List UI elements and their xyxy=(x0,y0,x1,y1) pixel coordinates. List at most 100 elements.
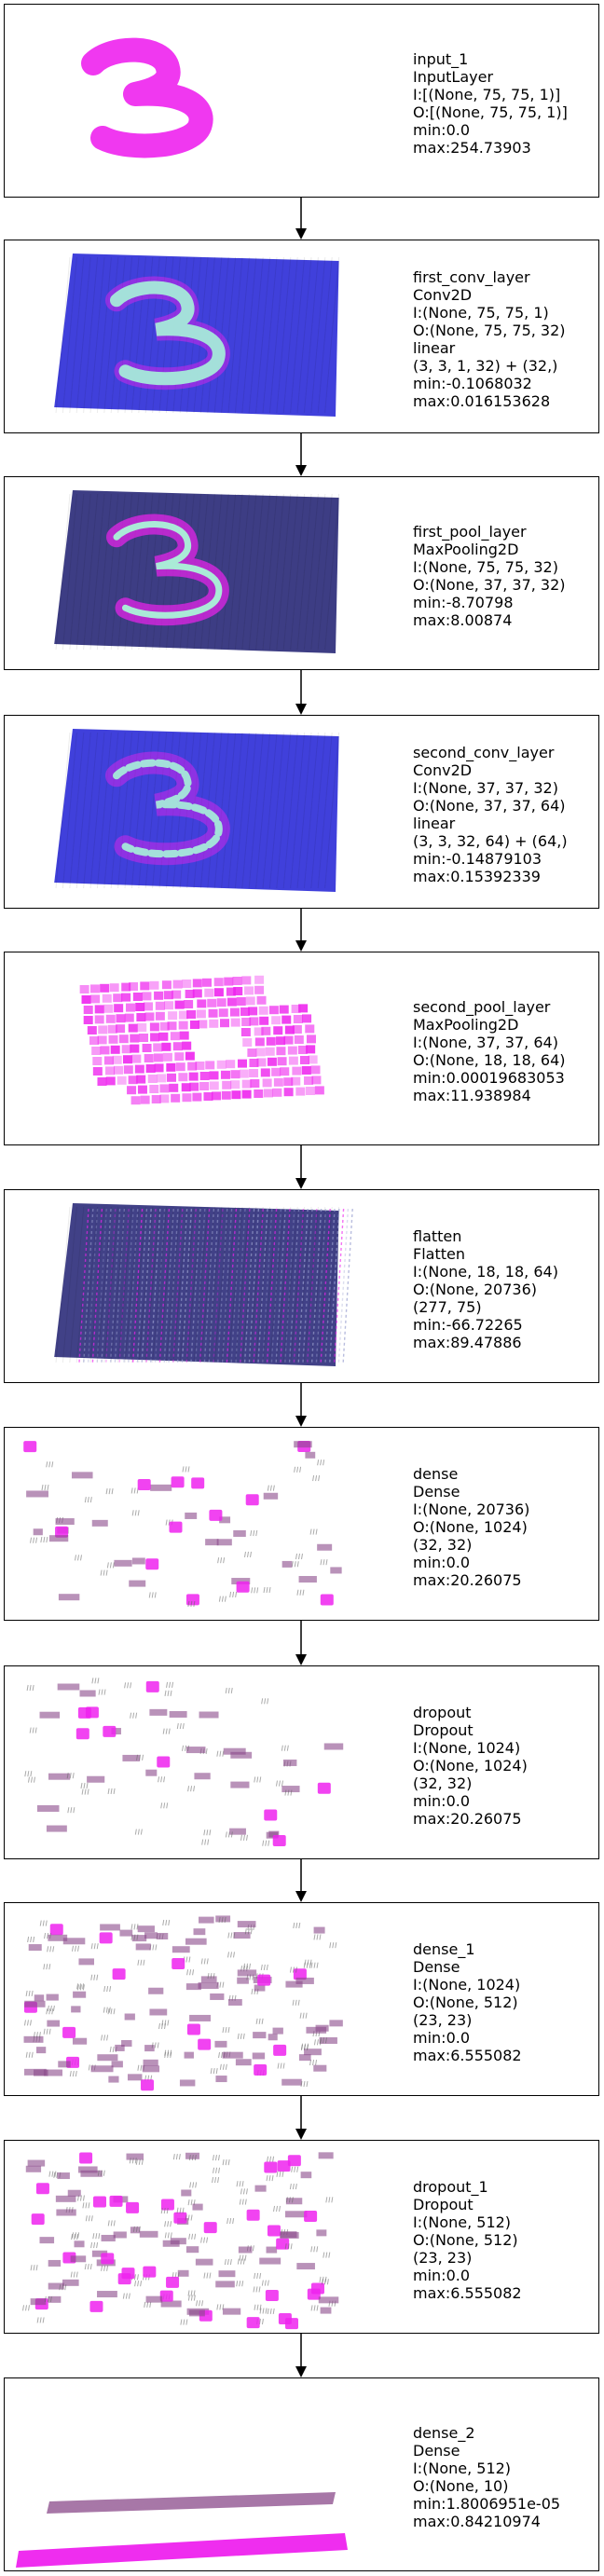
layer-info: dense Dense I:(None, 20736) O:(None, 1024)(… xyxy=(413,1465,529,1589)
layer-name: dense_2 xyxy=(413,2424,475,2442)
layer-visualization xyxy=(79,975,324,1105)
layer-detail: min:0.0 xyxy=(413,1792,471,1810)
layer-detail: max:8.00874 xyxy=(413,611,513,629)
layer-detail: (3, 3, 32, 64) + (64,) xyxy=(413,832,568,850)
layer-box-first-pool-layer: first_pool_layer MaxPooling2D I:(None, 75,… xyxy=(4,476,599,670)
layer-detail: I:(None, 512) xyxy=(413,2460,512,2477)
arrow-head xyxy=(295,940,307,952)
layer-detail: min:0.0 xyxy=(413,2029,471,2047)
layer-box-dropout-1: dropout_1 Dropout I:(None, 512) O:(None, 51… xyxy=(4,2140,599,2334)
layer-detail: min:1.8006951e-05 xyxy=(413,2495,561,2513)
layer-detail: (23, 23) xyxy=(413,2249,473,2267)
layer-detail: (32, 32) xyxy=(413,1536,473,1554)
layer-detail: min:0.0 xyxy=(413,121,471,139)
layer-visualization xyxy=(81,37,213,158)
layer-detail: O:(None, 1024) xyxy=(413,1757,528,1774)
layer-name: flatten xyxy=(413,1227,462,1245)
layer-detail: I:(None, 75, 75, 32) xyxy=(413,558,558,576)
layer-name: dropout_1 xyxy=(413,2178,488,2196)
layer-info: second_pool_layer MaxPooling2D I:(None, 37… xyxy=(413,998,566,1104)
layer-visualization xyxy=(54,253,340,417)
layer-detail: O:(None, 37, 37, 64) xyxy=(413,797,566,815)
layer-type: Dropout xyxy=(413,2196,474,2213)
layer-type: MaxPooling2D xyxy=(413,541,519,558)
layer-info: first_pool_layer MaxPooling2D I:(None, 75,… xyxy=(413,523,566,629)
arrow-head xyxy=(295,1891,307,1902)
layer-box-dense: dense Dense I:(None, 20736) O:(None, 1024)(… xyxy=(4,1427,599,1621)
layer-name: second_conv_layer xyxy=(413,744,555,761)
layer-detail: max:0.016153628 xyxy=(413,392,551,410)
layer-detail: max:20.26075 xyxy=(413,1810,522,1828)
layer-detail: max:6.555082 xyxy=(413,2284,522,2302)
layer-detail: min:-0.1068032 xyxy=(413,375,532,392)
layer-info: dropout Dropout I:(None, 1024) O:(None, 102… xyxy=(413,1704,528,1828)
layer-type: Dense xyxy=(413,1483,460,1500)
layer-name: second_pool_layer xyxy=(413,998,551,1016)
layer-detail: O:(None, 512) xyxy=(413,1994,518,2011)
layer-detail: O:(None, 20736) xyxy=(413,1281,537,1298)
layer-detail: (3, 3, 1, 32) + (32,) xyxy=(413,357,558,375)
layer-type: Dense xyxy=(413,1958,460,1976)
layer-info: dense_2 Dense I:(None, 512) O:(None, 10) min… xyxy=(413,2424,560,2530)
layer-detail: max:0.84210974 xyxy=(413,2513,541,2530)
layer-visualization xyxy=(23,1915,343,2091)
layer-detail: I:(None, 1024) xyxy=(413,1976,521,1994)
arrow-head xyxy=(295,465,307,476)
layer-detail: linear xyxy=(413,339,456,357)
layer-info: flatten Flatten I:(None, 18, 18, 64) O:(Non… xyxy=(413,1227,558,1351)
layer-type: Conv2D xyxy=(413,761,473,779)
layer-name: input_1 xyxy=(413,50,469,68)
layer-type: MaxPooling2D xyxy=(413,1016,519,1034)
layer-detail: min:0.0 xyxy=(413,2267,471,2284)
arrow-head xyxy=(295,704,307,715)
layer-visualization xyxy=(54,490,340,653)
layer-detail: (23, 23) xyxy=(413,2011,473,2029)
layer-box-dropout: dropout Dropout I:(None, 1024) O:(None, 102… xyxy=(4,1665,599,1859)
activation-digit xyxy=(113,759,223,858)
layer-name: dense_1 xyxy=(413,1940,475,1958)
layer-detail: I:[(None, 75, 75, 1)] xyxy=(413,86,561,103)
layer-box-flatten: flatten Flatten I:(None, 18, 18, 64) O:(Non… xyxy=(4,1189,599,1383)
layer-box-first-conv-layer: first_conv_layer Conv2D I:(None, 75, 75, 1… xyxy=(4,240,599,433)
feature-map-plane xyxy=(54,1203,339,1366)
layer-detail: min:0.00019683053 xyxy=(413,1069,565,1087)
layer-visualization xyxy=(54,1203,353,1366)
layer-detail: O:[(None, 75, 75, 1)] xyxy=(413,103,568,121)
layer-detail: max:89.47886 xyxy=(413,1334,522,1351)
layer-type: Dense xyxy=(413,2442,460,2460)
layer-detail: (277, 75) xyxy=(413,1298,482,1316)
layer-visualization xyxy=(16,2492,348,2568)
layer-box-dense-2: dense_2 Dense I:(None, 512) O:(None, 10) min… xyxy=(4,2377,599,2571)
arrow-head xyxy=(295,2366,307,2377)
layer-visualization xyxy=(22,2152,339,2330)
layer-detail: max:6.555082 xyxy=(413,2047,522,2064)
layer-type: Dropout xyxy=(413,1721,474,1739)
layer-info: dropout_1 Dropout I:(None, 512) O:(None, 51… xyxy=(413,2178,522,2302)
arrow-head xyxy=(295,228,307,240)
layer-type: InputLayer xyxy=(413,68,494,86)
layer-detail: I:(None, 37, 37, 32) xyxy=(413,779,558,797)
layer-type: Flatten xyxy=(413,1245,465,1263)
arrow-head xyxy=(295,1178,307,1189)
layer-detail: O:(None, 512) xyxy=(413,2231,518,2249)
layer-box-second-conv-layer: second_conv_layer Conv2D I:(None, 37, 37, … xyxy=(4,715,599,909)
layer-detail: O:(None, 75, 75, 32) xyxy=(413,322,566,339)
layer-detail: max:254.73903 xyxy=(413,139,531,157)
layer-name: first_pool_layer xyxy=(413,523,527,541)
layer-box-dense-1: dense_1 Dense I:(None, 1024) O:(None, 512)(… xyxy=(4,1902,599,2096)
layer-info: dense_1 Dense I:(None, 1024) O:(None, 512)(… xyxy=(413,1940,522,2064)
layer-detail: O:(None, 1024) xyxy=(413,1518,528,1536)
layer-detail: I:(None, 1024) xyxy=(413,1739,521,1757)
layer-detail: I:(None, 20736) xyxy=(413,1500,530,1518)
digit-image xyxy=(81,37,213,158)
arrow-head xyxy=(295,2129,307,2140)
layer-info: second_conv_layer Conv2D I:(None, 37, 37, … xyxy=(413,744,568,885)
layer-detail: max:20.26075 xyxy=(413,1571,522,1589)
layer-name: dropout xyxy=(413,1704,472,1721)
activation-digit xyxy=(110,281,226,386)
layer-detail: (32, 32) xyxy=(413,1774,473,1792)
layer-detail: O:(None, 10) xyxy=(413,2477,509,2495)
layer-detail: linear xyxy=(413,815,456,832)
layer-type: Conv2D xyxy=(413,286,473,304)
layer-detail: min:-0.14879103 xyxy=(413,850,542,868)
